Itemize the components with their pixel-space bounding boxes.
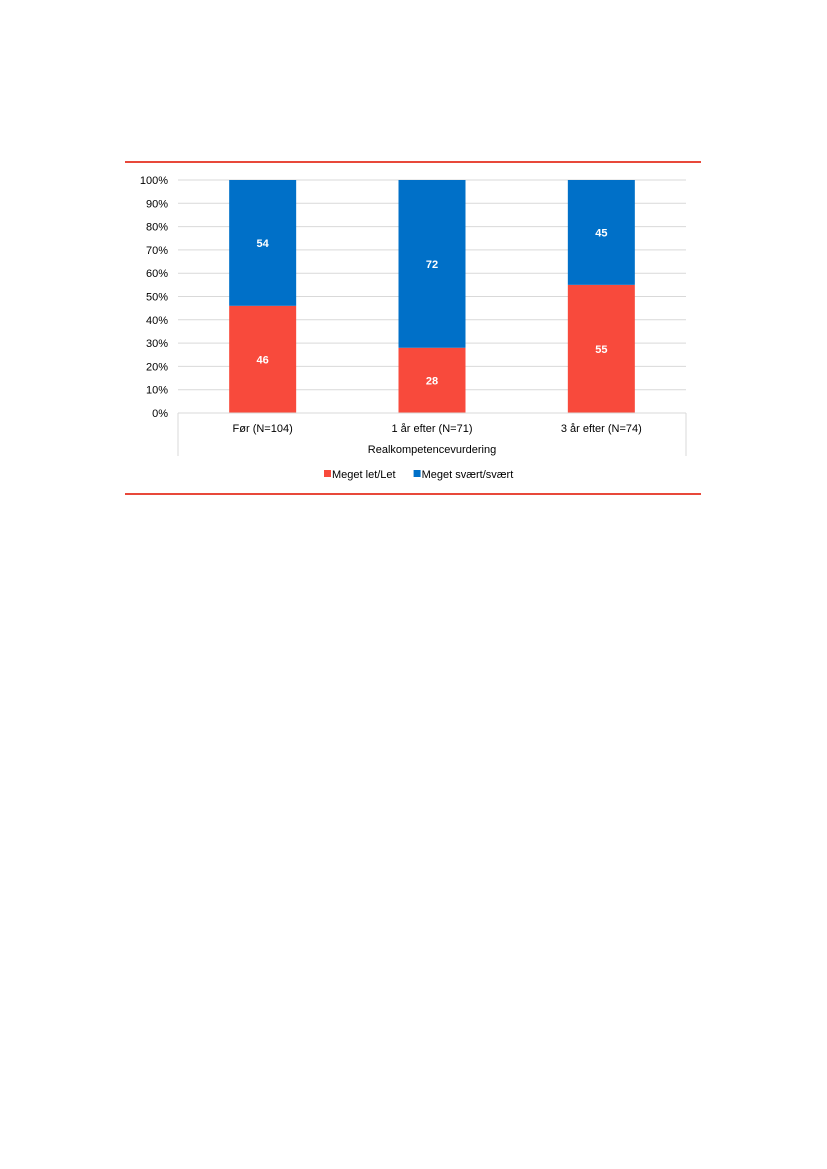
x-axis-title: Realkompetencevurdering [368, 444, 496, 456]
bar-segment [398, 347, 466, 413]
bottom-rule [125, 493, 701, 495]
y-axis-ticks: 0% 10% 20% 30% 40% 50% 60% 70% 80% 90% 100% [140, 175, 168, 420]
y-tick-label: 70% [146, 245, 168, 257]
bar-segment [229, 180, 297, 306]
y-tick-label: 30% [146, 338, 168, 350]
y-tick-label: 100% [140, 175, 168, 187]
y-tick-label: 40% [146, 315, 168, 327]
bar-segment [567, 284, 635, 413]
legend-label: Meget let/Let [332, 469, 396, 481]
data-label: 55 [595, 344, 607, 356]
legend-swatch [324, 470, 331, 477]
data-label: 28 [426, 375, 438, 387]
x-tick-label: 1 år efter (N=71) [391, 423, 472, 435]
y-tick-label: 20% [146, 361, 168, 373]
y-tick-label: 60% [146, 268, 168, 280]
y-tick-label: 50% [146, 292, 168, 304]
bar-segment [398, 180, 466, 348]
data-label: 45 [595, 227, 607, 239]
data-label: 54 [257, 238, 270, 250]
top-rule [125, 161, 701, 163]
y-tick-label: 10% [146, 385, 168, 397]
y-tick-label: 0% [152, 408, 168, 420]
y-tick-label: 80% [146, 222, 168, 234]
x-tick-label: Før (N=104) [233, 423, 293, 435]
data-label: 46 [257, 354, 269, 366]
x-tick-label: 3 år efter (N=74) [561, 423, 642, 435]
data-label: 72 [426, 259, 438, 271]
bars: 46 54 28 72 55 45 [229, 180, 635, 413]
legend-label: Meget svært/svært [422, 469, 514, 481]
bar-segment [229, 305, 297, 413]
category-axis: Før (N=104) 1 år efter (N=71) 3 år efter (… [177, 412, 687, 456]
y-tick-label: 90% [146, 198, 168, 210]
bar-segment [567, 180, 635, 285]
legend: Meget let/Let Meget svært/svært [324, 469, 513, 481]
legend-swatch [413, 470, 421, 477]
